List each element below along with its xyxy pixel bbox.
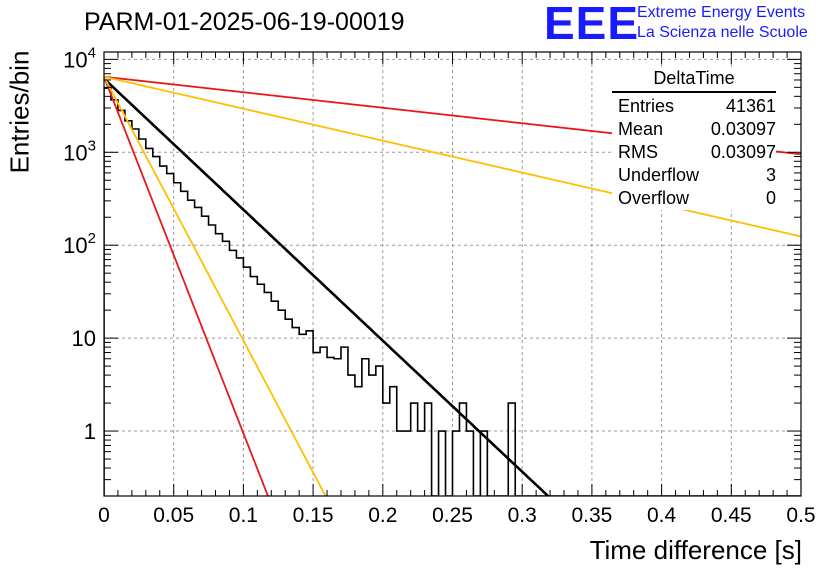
y-tick-label: 10 — [72, 326, 96, 351]
x-tick-label: 0 — [98, 504, 110, 527]
x-tick-label: 0.25 — [432, 504, 473, 527]
stats-value: 0.03097 — [710, 119, 776, 139]
x-tick-label: 0.05 — [153, 504, 194, 527]
stats-label: Entries — [618, 96, 675, 116]
stats-label: Mean — [618, 119, 664, 139]
y-tick-label: 102 — [63, 230, 96, 258]
x-axis-label: Time difference [s] — [589, 535, 802, 565]
stats-value: 41361 — [725, 96, 776, 116]
stats-value: 0 — [765, 188, 776, 208]
stats-label: Overflow — [618, 188, 690, 208]
stats-row-rms: RMS 0.03097 — [612, 141, 776, 164]
fit-line-2 — [104, 76, 327, 496]
stats-value: 0.03097 — [710, 142, 776, 162]
x-tick-label: 0.1 — [229, 504, 258, 527]
stats-row-overflow: Overflow 0 — [612, 187, 776, 210]
y-tick-label: 103 — [63, 137, 96, 165]
x-tick-label: 0.2 — [368, 504, 397, 527]
stats-box: DeltaTime Entries 41361 Mean 0.03097 RMS… — [612, 68, 776, 210]
x-tick-label: 0.35 — [571, 504, 612, 527]
stats-row-underflow: Underflow 3 — [612, 164, 776, 187]
stats-row-mean: Mean 0.03097 — [612, 118, 776, 141]
logo-caption-line2: La Scienza nelle Scuole — [637, 24, 808, 41]
chart-title: PARM-01-2025-06-19-00019 — [84, 8, 405, 36]
stats-label: Underflow — [618, 165, 700, 185]
x-tick-label: 0.5 — [786, 504, 815, 527]
stats-label: RMS — [618, 142, 658, 162]
x-tick-label: 0.4 — [647, 504, 677, 527]
stats-title: DeltaTime — [612, 68, 776, 93]
y-axis-label: Entries/bin — [4, 50, 35, 174]
y-tick-label: 104 — [63, 44, 96, 72]
histogram — [104, 87, 801, 496]
y-tick-label: 1 — [84, 419, 96, 444]
x-tick-label: 0.45 — [711, 504, 752, 527]
eee-logo: EEE — [544, 0, 640, 49]
stats-row-entries: Entries 41361 — [612, 95, 776, 118]
fit-line-1 — [104, 76, 269, 496]
logo-caption-line1: Extreme Energy Events — [637, 4, 806, 21]
x-tick-label: 0.15 — [293, 504, 334, 527]
fit-line-0 — [104, 77, 550, 496]
stats-value: 3 — [765, 165, 776, 185]
x-tick-label: 0.3 — [508, 504, 537, 527]
